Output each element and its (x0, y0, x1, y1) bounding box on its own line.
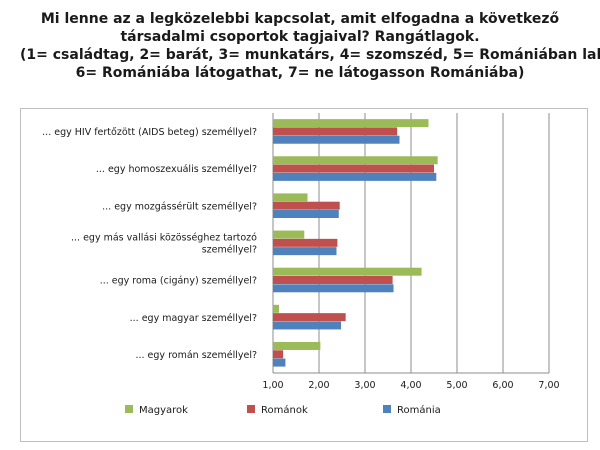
bar-románia (273, 210, 339, 219)
bar-románia (273, 284, 394, 293)
chart-title: Mi lenne az a legközelebbi kapcsolat, am… (20, 10, 600, 82)
category-label-line: ... egy roma (cigány) személlyel? (100, 276, 257, 287)
category-label-line: személlyel? (202, 245, 257, 256)
legend-swatch (247, 405, 255, 413)
chart-title-line: Mi lenne az a legközelebbi kapcsolat, am… (40, 11, 560, 27)
x-tick-label: 7,00 (538, 380, 559, 391)
category-label: ... egy HIV fertőzött (AIDS beteg) szemé… (42, 127, 257, 138)
x-tick-label: 3,00 (354, 380, 375, 391)
bar-magyarok (273, 341, 321, 350)
category-label-line: ... egy más vallási közösséghez tartozó (71, 233, 257, 244)
x-tick-label: 5,00 (446, 380, 467, 391)
legend-swatch (383, 405, 391, 413)
category-label: ... egy mozgássérült személlyel? (102, 201, 257, 212)
bar-románok (273, 127, 398, 136)
x-tick-label: 4,00 (400, 380, 421, 391)
bar-románok (273, 238, 338, 247)
bar-románia (273, 172, 437, 181)
x-tick-label: 6,00 (492, 380, 513, 391)
bar-románia (273, 247, 337, 256)
bar-magyarok (273, 119, 429, 128)
legend-label: Magyarok (139, 405, 188, 416)
bar-magyarok (273, 156, 438, 165)
bar-románok (273, 201, 340, 210)
legend-swatch (125, 405, 133, 413)
category-label: ... egy román személlyel? (135, 350, 257, 361)
bar-románok (273, 164, 434, 173)
category-label: ... egy magyar személlyel? (130, 313, 257, 324)
category-label-line: ... egy HIV fertőzött (AIDS beteg) szemé… (42, 127, 257, 138)
bar-románia (273, 321, 342, 330)
category-label-line: ... egy magyar személlyel? (130, 313, 257, 324)
bar-románia (273, 135, 400, 144)
category-label: ... egy roma (cigány) személlyel? (100, 276, 257, 287)
bar-magyarok (273, 193, 308, 202)
category-label-line: ... egy román személlyel? (135, 350, 257, 361)
bar-chart: 1,00 2,00 3,00 4,00 5,00 6,00 7,00 ... egy HIV … (42, 113, 560, 416)
bar-románok (273, 350, 284, 359)
chart-title-line: (1= családtag, 2= barát, 3= munkatárs, 4… (20, 47, 600, 63)
bar-románia (273, 358, 286, 367)
bar-magyarok (273, 304, 279, 313)
bar-románok (273, 313, 346, 322)
bar-magyarok (273, 230, 305, 239)
legend-label: Románia (397, 404, 441, 416)
bar-magyarok (273, 267, 422, 276)
category-label: ... egy homoszexuális személlyel? (96, 164, 257, 175)
bar-románok (273, 275, 393, 284)
x-tick-label: 2,00 (308, 380, 329, 391)
x-tick-label: 1,00 (262, 380, 283, 391)
category-label-line: ... egy mozgássérült személlyel? (102, 201, 257, 212)
chart-title-line: társadalmi csoportok tagjaival? Rangátla… (120, 29, 480, 45)
chart-title-line: 6= Romániába látogathat, 7= ne látogasso… (75, 65, 525, 81)
chart-area: 1,00 2,00 3,00 4,00 5,00 6,00 7,00 ... egy HIV … (20, 108, 588, 442)
legend-label: Románok (261, 404, 308, 416)
category-label-line: ... egy homoszexuális személlyel? (96, 164, 257, 175)
category-label: ... egy más vallási közösséghez tartozó s… (71, 233, 257, 256)
